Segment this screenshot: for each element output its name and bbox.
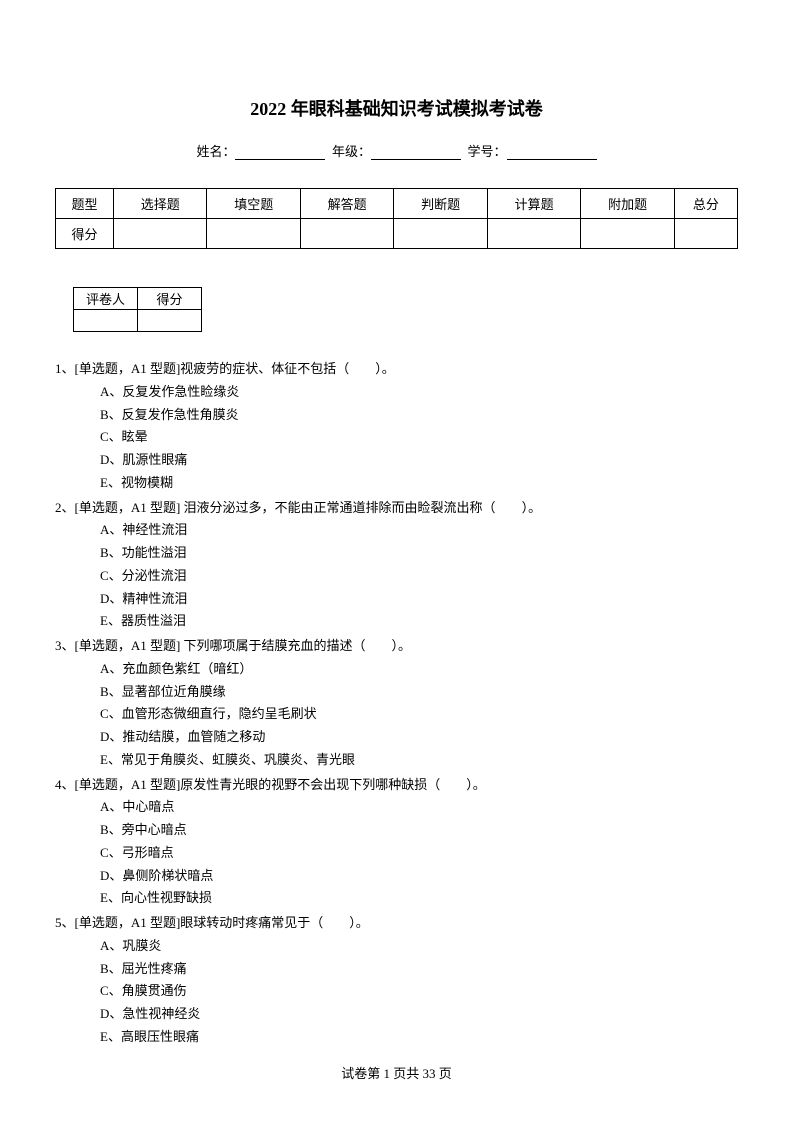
question-3: 3、[单选题，A1 型题] 下列哪项属于结膜充血的描述（ ）。 A、充血颜色紫红… (55, 635, 738, 772)
table-row (74, 310, 202, 332)
question-stem: [单选题，A1 型题] 下列哪项属于结膜充血的描述（ ）。 (75, 638, 412, 653)
option-b: B、旁中心暗点 (100, 819, 738, 842)
question-number: 5、 (55, 915, 75, 930)
question-5: 5、[单选题，A1 型题]眼球转动时疼痛常见于（ ）。 A、巩膜炎 B、屈光性疼… (55, 912, 738, 1049)
page-title: 2022 年眼科基础知识考试模拟考试卷 (55, 95, 738, 121)
score-cell[interactable] (581, 219, 674, 249)
option-d: D、推动结膜，血管随之移动 (100, 726, 738, 749)
name-label: 姓名： (196, 144, 235, 159)
question-stem: [单选题，A1 型题]眼球转动时疼痛常见于（ ）。 (75, 915, 369, 930)
questions-container: 1、[单选题，A1 型题]视疲劳的症状、体征不包括（ ）。 A、反复发作急性睑缘… (55, 358, 738, 1049)
grade-input[interactable] (371, 146, 461, 160)
option-d: D、急性视神经炎 (100, 1003, 738, 1026)
table-row: 题型 选择题 填空题 解答题 判断题 计算题 附加题 总分 (56, 189, 738, 219)
grader-cell[interactable] (74, 310, 138, 332)
option-b: B、反复发作急性角膜炎 (100, 404, 738, 427)
score-cell[interactable] (114, 219, 207, 249)
option-d: D、精神性流泪 (100, 588, 738, 611)
page-footer: 试卷第 1 页共 33 页 (0, 1063, 793, 1082)
question-stem: [单选题，A1 型题]视疲劳的症状、体征不包括（ ）。 (75, 361, 395, 376)
option-c: C、弓形暗点 (100, 842, 738, 865)
id-label: 学号： (468, 144, 507, 159)
grader-score-header: 得分 (138, 288, 202, 310)
score-table: 题型 选择题 填空题 解答题 判断题 计算题 附加题 总分 得分 (55, 188, 738, 249)
option-b: B、显著部位近角膜缘 (100, 681, 738, 704)
option-d: D、肌源性眼痛 (100, 449, 738, 472)
option-a: A、反复发作急性睑缘炎 (100, 381, 738, 404)
score-header-cell: 附加题 (581, 189, 674, 219)
score-header-cell: 计算题 (487, 189, 580, 219)
option-b: B、屈光性疼痛 (100, 958, 738, 981)
score-cell[interactable] (674, 219, 737, 249)
option-e: E、器质性溢泪 (100, 610, 738, 633)
option-a: A、充血颜色紫红（暗红） (100, 658, 738, 681)
question-number: 4、 (55, 777, 75, 792)
score-header-cell: 选择题 (114, 189, 207, 219)
question-number: 3、 (55, 638, 75, 653)
option-d: D、鼻侧阶梯状暗点 (100, 865, 738, 888)
question-4: 4、[单选题，A1 型题]原发性青光眼的视野不会出现下列哪种缺损（ ）。 A、中… (55, 774, 738, 911)
grade-label: 年级： (332, 144, 371, 159)
score-header-cell: 总分 (674, 189, 737, 219)
score-header-cell: 解答题 (300, 189, 393, 219)
option-c: C、分泌性流泪 (100, 565, 738, 588)
score-header-cell: 题型 (56, 189, 114, 219)
student-info-line: 姓名： 年级： 学号： (55, 141, 738, 160)
grader-table: 评卷人 得分 (73, 287, 202, 332)
score-header-cell: 判断题 (394, 189, 487, 219)
score-header-cell: 填空题 (207, 189, 300, 219)
option-e: E、高眼压性眼痛 (100, 1026, 738, 1049)
question-number: 2、 (55, 500, 75, 515)
score-row-label: 得分 (56, 219, 114, 249)
option-a: A、中心暗点 (100, 796, 738, 819)
id-input[interactable] (507, 146, 597, 160)
option-e: E、视物模糊 (100, 472, 738, 495)
table-row: 得分 (56, 219, 738, 249)
question-1: 1、[单选题，A1 型题]视疲劳的症状、体征不包括（ ）。 A、反复发作急性睑缘… (55, 358, 738, 495)
option-e: E、常见于角膜炎、虹膜炎、巩膜炎、青光眼 (100, 749, 738, 772)
option-a: A、神经性流泪 (100, 519, 738, 542)
question-number: 1、 (55, 361, 75, 376)
table-row: 评卷人 得分 (74, 288, 202, 310)
option-c: C、眩晕 (100, 426, 738, 449)
score-cell[interactable] (300, 219, 393, 249)
question-stem: [单选题，A1 型题] 泪液分泌过多，不能由正常通道排除而由睑裂流出称（ ）。 (75, 500, 542, 515)
score-cell[interactable] (487, 219, 580, 249)
option-e: E、向心性视野缺损 (100, 887, 738, 910)
grader-score-cell[interactable] (138, 310, 202, 332)
name-input[interactable] (235, 146, 325, 160)
score-cell[interactable] (207, 219, 300, 249)
option-c: C、血管形态微细直行，隐约呈毛刷状 (100, 703, 738, 726)
grader-header: 评卷人 (74, 288, 138, 310)
option-c: C、角膜贯通伤 (100, 980, 738, 1003)
score-cell[interactable] (394, 219, 487, 249)
question-stem: [单选题，A1 型题]原发性青光眼的视野不会出现下列哪种缺损（ ）。 (75, 777, 486, 792)
option-a: A、巩膜炎 (100, 935, 738, 958)
question-2: 2、[单选题，A1 型题] 泪液分泌过多，不能由正常通道排除而由睑裂流出称（ ）… (55, 497, 738, 634)
option-b: B、功能性溢泪 (100, 542, 738, 565)
